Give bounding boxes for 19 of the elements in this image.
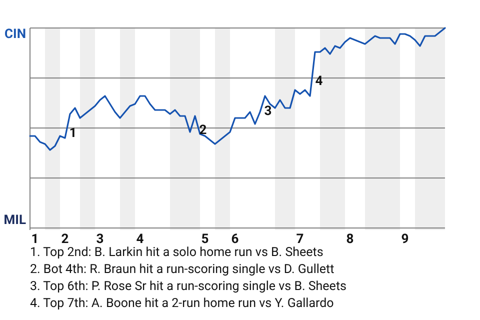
text: 1. Top 2nd: B. Larkin hit a solo home run vs B. Sheets [30,245,324,260]
text: 4. Top 7th: A. Boone hit a 2-run home run vs Y. Gallardo [30,296,334,311]
x-tick-label: 3 [96,232,104,247]
x-tick-label: 7 [296,232,304,247]
x-tick-label: 4 [136,232,144,247]
text: 3. Top 6th: P. Rose Sr hit a run-scoring single vs B. Sheets [30,279,346,294]
text: CIN [4,27,26,42]
annotation: 3 [264,104,272,119]
x-tick-label: 5 [201,232,209,247]
x-tick-label: 6 [231,232,240,247]
annotation: 4 [315,74,324,89]
x-tick-label: 9 [401,232,409,247]
text: 2. Bot 4th: R. Braun hit a run-scoring single vs D. Gullett [30,262,334,277]
text: MIL [4,213,26,228]
x-tick-label: 8 [346,232,354,247]
annotation: 2 [199,123,207,138]
annotation: 1 [69,126,77,141]
x-tick-label: 1 [31,232,39,247]
x-tick-label: 2 [61,232,69,247]
